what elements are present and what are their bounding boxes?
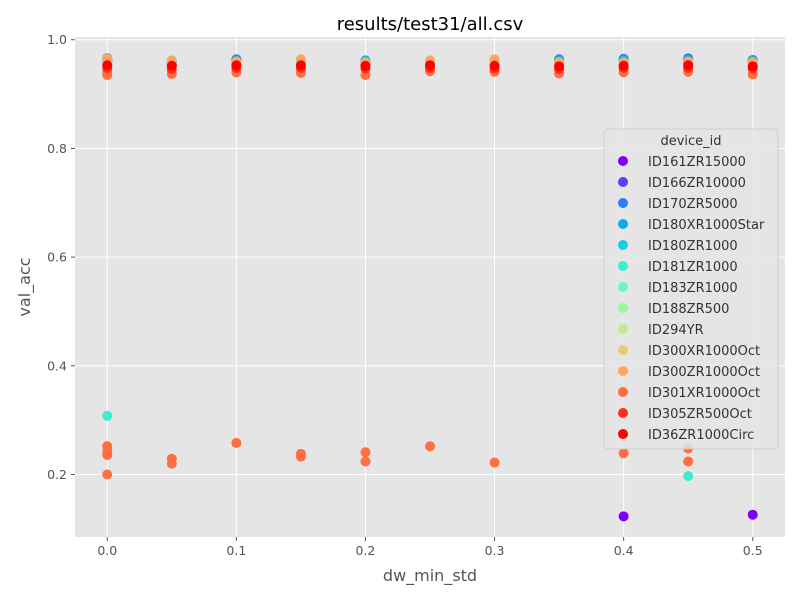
legend-marker [618,366,628,376]
data-point [295,448,306,459]
data-point [102,441,113,452]
legend-label: ID188ZR500 [648,302,729,317]
legend-title: device_id [660,134,721,149]
data-point [489,60,500,71]
data-point [425,60,435,71]
data-point [747,509,758,520]
y-tick-label: 0.2 [47,467,67,482]
data-points [102,53,758,522]
legend-marker [618,429,628,439]
legend-marker [618,156,628,166]
legend-label: ID300ZR1000Oct [648,365,760,380]
data-point [489,457,500,468]
data-point [683,60,694,71]
legend-marker [618,408,628,418]
legend-label: ID166ZR10000 [648,176,746,191]
legend-label: ID183ZR1000 [648,281,738,296]
data-point [102,60,113,71]
x-tick-label: 0.0 [97,543,117,558]
axis-ticks: 0.0 0.1 0.2 0.3 0.4 0.5 0.2 0.4 0.6 0.8 1.0 [47,32,763,558]
legend-label: ID180XR1000Star [648,218,765,233]
legend-label: ID300XR1000Oct [648,344,760,359]
legend: device_id ID161ZR15000 ID166ZR10000 ID170Z… [603,128,779,450]
y-tick-label: 0.8 [47,141,67,156]
data-point [683,456,694,467]
data-point [618,448,629,459]
x-tick-label: 0.2 [356,543,376,558]
data-point [231,60,242,71]
legend-marker [618,324,628,334]
legend-label: ID305ZR500Oct [648,407,752,422]
y-tick-label: 0.6 [47,250,67,265]
data-point [166,453,177,464]
data-point [102,469,113,480]
legend-label: ID294YR [648,323,704,338]
data-point [618,60,629,71]
legend-label: ID301XR1000Oct [648,386,760,401]
legend-label: ID180ZR1000 [648,239,738,254]
data-point [295,60,306,71]
legend-label: ID181ZR1000 [648,260,738,275]
legend-label: ID161ZR15000 [648,155,746,170]
data-point [747,61,758,72]
legend-marker [618,303,628,313]
legend-marker [618,282,628,292]
y-tick-label: 1.0 [47,32,67,47]
x-axis-label: dw_min_std [383,566,477,586]
data-point [166,60,177,71]
x-tick-label: 0.1 [226,543,246,558]
legend-label: ID36ZR1000Circ [648,428,754,443]
legend-marker [618,387,628,397]
legend-marker [618,198,628,208]
x-tick-label: 0.4 [614,543,634,558]
data-point [425,441,435,452]
y-axis-label: val_acc [15,257,35,316]
data-point [360,60,371,71]
legend-marker [618,240,628,250]
legend-marker [618,345,628,355]
chart-title: results/test31/all.csv [337,14,524,35]
legend-marker [618,219,628,229]
x-tick-label: 0.5 [743,543,763,558]
data-point [683,471,694,482]
legend-label: ID170ZR5000 [648,197,738,212]
data-point [102,410,113,421]
legend-marker [618,261,628,271]
legend-box [603,128,779,450]
data-point [554,61,565,72]
x-tick-label: 0.3 [485,543,505,558]
y-tick-label: 0.4 [47,358,67,373]
data-point [618,511,629,522]
data-point [360,456,371,467]
data-point [360,447,371,458]
data-point [231,437,242,448]
legend-marker [618,177,628,187]
